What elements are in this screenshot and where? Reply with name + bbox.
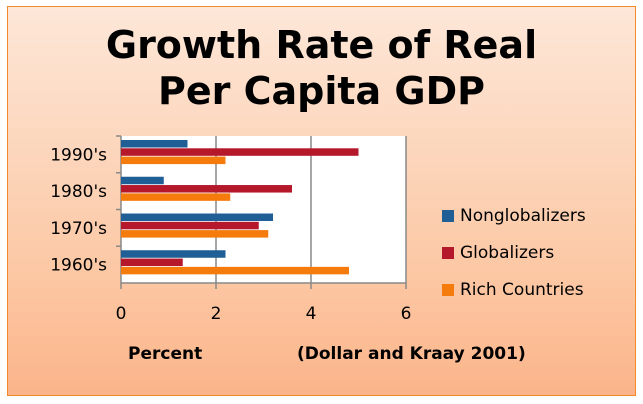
- legend-item: Rich Countries: [442, 280, 584, 300]
- title-line-2: Per Capita GDP: [158, 69, 485, 113]
- chart-title: Growth Rate of Real Per Capita GDP: [0, 22, 643, 114]
- legend-swatch: [442, 247, 454, 259]
- x-tick-label: 4: [306, 304, 317, 324]
- bar-rich-countries: [121, 230, 269, 238]
- legend-swatch: [442, 210, 454, 222]
- bar-rich-countries: [121, 156, 226, 165]
- y-tick-label: 1990's: [50, 145, 107, 165]
- y-tick-label: 1980's: [50, 182, 107, 202]
- legend-item: Globalizers: [442, 243, 554, 263]
- bar-globalizers: [121, 185, 292, 193]
- legend-item: Nonglobalizers: [442, 206, 586, 226]
- bar-rich-countries: [121, 193, 231, 201]
- legend-label: Globalizers: [460, 243, 555, 263]
- bar-globalizers: [121, 148, 359, 156]
- legend-label: Rich Countries: [460, 280, 584, 300]
- x-tick-label: 2: [211, 304, 222, 324]
- legend-swatch: [442, 284, 454, 296]
- x-tick-label: 0: [116, 304, 127, 324]
- bar-rich-countries: [121, 266, 349, 275]
- bar-globalizers: [121, 221, 259, 230]
- title-line-1: Growth Rate of Real: [105, 23, 538, 67]
- legend-label: Nonglobalizers: [460, 206, 586, 226]
- bar-nonglobalizers: [121, 250, 226, 258]
- x-axis-label: Percent: [128, 344, 203, 364]
- source-note: (Dollar and Kraay 2001): [297, 344, 526, 364]
- bar-nonglobalizers: [121, 176, 164, 185]
- bar-globalizers: [121, 258, 183, 267]
- y-tick-label: 1970's: [50, 219, 107, 239]
- x-tick-label: 6: [401, 304, 412, 324]
- y-tick-label: 1960's: [50, 256, 107, 276]
- bar-nonglobalizers: [121, 213, 273, 221]
- bar-nonglobalizers: [121, 140, 188, 148]
